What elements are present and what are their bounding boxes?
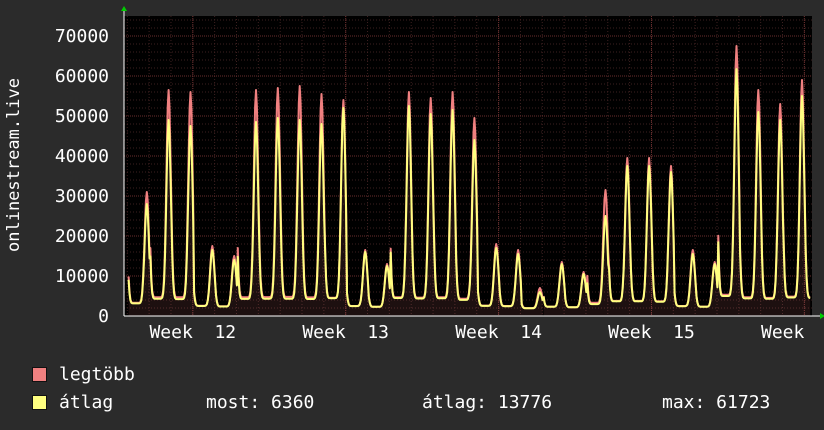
x-tick-label: Week 14 [455, 322, 542, 343]
y-tick-label: 0 [98, 306, 109, 327]
x-tick-label: Week 12 [149, 322, 236, 343]
x-tick-label: Week 16 [761, 322, 824, 343]
x-tick-label: Week 13 [302, 322, 389, 343]
y-axis-label: onlinestream.live [4, 78, 24, 252]
stat-average: átlag: 13776 [422, 392, 553, 413]
series-line-2 [127, 105, 544, 310]
y-tick-label: 10000 [55, 266, 109, 287]
y-tick-label: 60000 [55, 66, 109, 87]
y-tick-label: 50000 [55, 106, 109, 127]
legend-label-max: legtöbb [59, 363, 135, 385]
legend-item-max: legtöbb [32, 363, 135, 385]
legend-swatch-max [32, 366, 47, 382]
y-tick-label: 40000 [55, 146, 109, 167]
y-tick-label: 30000 [55, 186, 109, 207]
x-axis-arrow [820, 313, 824, 319]
legend-label-avg: átlag [59, 391, 114, 413]
legend-item-avg: átlag [32, 391, 114, 413]
chart-area: 0 10000 20000 30000 40000 50000 60000 70000 Week… [4, 6, 824, 343]
x-tick-label: Week 15 [608, 322, 695, 343]
y-axis-arrow [121, 6, 127, 11]
stat-maximum: max: 61723 [662, 392, 771, 413]
chart-svg: 0 10000 20000 30000 40000 50000 60000 70000 Week… [55, 6, 824, 343]
series-area-1 [128, 86, 543, 316]
y-tick-label: 20000 [55, 226, 109, 247]
plot-background [124, 16, 812, 316]
stat-current: most: 6360 [206, 392, 315, 413]
y-tick-label: 70000 [55, 26, 109, 47]
series-line-2 [542, 68, 811, 309]
legend-swatch-avg [32, 394, 47, 410]
